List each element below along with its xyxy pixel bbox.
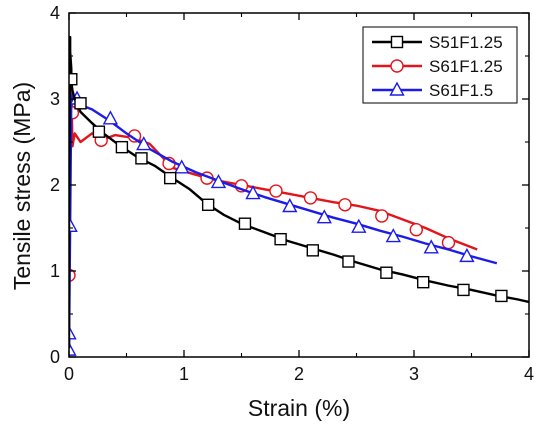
data-point-s61f1-5 (423, 239, 439, 254)
y-tick-label: 2 (50, 175, 60, 195)
series-layer (69, 35, 529, 357)
data-point-s51f1-25 (342, 255, 355, 268)
data-point-s61f1-5 (136, 136, 152, 151)
data-point-s61f1-5 (459, 247, 475, 263)
legend-item-s61f1-5: S61F1.5 (372, 81, 493, 100)
data-point-s51f1-25 (201, 198, 215, 211)
data-point-s51f1-25 (417, 275, 430, 289)
data-point-s61f1-5 (69, 325, 77, 340)
legend-label: S61F1.25 (429, 57, 503, 76)
y-tick-label: 1 (50, 261, 60, 281)
legend-marker (390, 35, 404, 49)
data-point-s61f1-5 (174, 159, 190, 174)
data-point-s61f1-5 (245, 185, 261, 200)
y-tick-label: 4 (50, 3, 60, 23)
data-point-s51f1-25 (380, 266, 393, 279)
legend-marker (389, 81, 405, 96)
data-point-s51f1-25 (74, 97, 87, 110)
data-point-s61f1-5 (385, 228, 401, 243)
legend-label: S61F1.5 (429, 81, 493, 100)
data-point-s51f1-25 (115, 140, 129, 154)
data-point-s61f1-5 (316, 209, 332, 224)
data-point-s61f1-25 (269, 184, 283, 198)
data-point-s61f1-5 (69, 341, 77, 356)
series-s61f1-25 (69, 87, 478, 357)
x-tick-label: 3 (409, 364, 419, 384)
data-point-s51f1-25 (69, 73, 78, 86)
data-point-s61f1-25 (441, 235, 456, 250)
series-s61f1-5 (69, 90, 498, 356)
legend: S51F1.25 S61F1.25 S61F1.5 (362, 26, 518, 104)
y-tick-label: 3 (50, 89, 60, 109)
legend-label: S51F1.25 (429, 33, 503, 52)
data-point-s61f1-5 (282, 198, 298, 213)
series-line-s61f1-25 (69, 87, 478, 357)
legend-marker (390, 59, 404, 73)
data-point-s51f1-25 (238, 217, 252, 230)
legend-items: S51F1.25 S61F1.25 S61F1.5 (372, 33, 503, 100)
data-point-s61f1-25 (338, 198, 352, 212)
data-point-s61f1-25 (303, 191, 318, 205)
legend-item-s61f1-25: S61F1.25 (372, 57, 503, 76)
x-tick-label: 4 (524, 364, 534, 384)
ticks-layer: 0 1 2 3 4 0 1 2 3 4 (50, 3, 534, 384)
data-point-s51f1-25 (274, 232, 287, 246)
data-point-s51f1-25 (135, 152, 148, 165)
x-tick-label: 0 (64, 364, 74, 384)
legend-item-s51f1-25: S51F1.25 (372, 33, 503, 52)
data-point-s51f1-25 (92, 125, 106, 138)
x-axis-title: Strain (%) (248, 395, 350, 421)
data-point-s51f1-25 (306, 244, 319, 257)
x-tick-label: 1 (179, 364, 189, 384)
y-tick-label: 0 (50, 347, 60, 367)
data-point-s61f1-25 (375, 209, 389, 223)
data-point-s51f1-25 (457, 283, 470, 297)
data-point-s61f1-5 (351, 218, 367, 233)
y-axis-title: Tensile stress (MPa) (9, 82, 35, 290)
data-point-s61f1-5 (102, 110, 119, 125)
data-point-s51f1-25 (163, 171, 177, 185)
data-point-s61f1-25 (409, 223, 423, 237)
data-point-s61f1-5 (210, 173, 227, 189)
data-point-s51f1-25 (495, 289, 508, 303)
x-tick-label: 2 (294, 364, 304, 384)
series-s51f1-25 (69, 35, 529, 349)
